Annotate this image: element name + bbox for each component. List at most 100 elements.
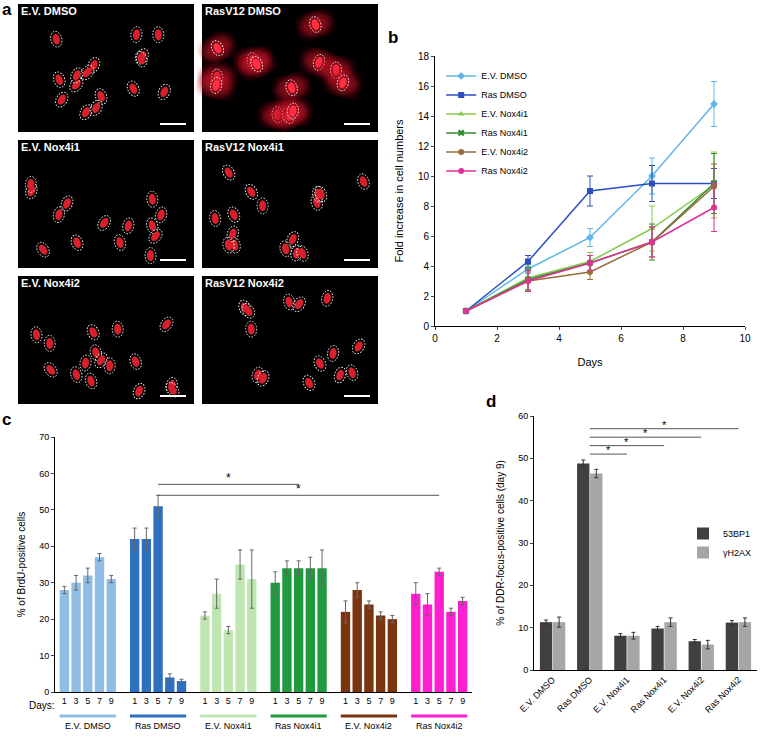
svg-text:3: 3 [284, 696, 289, 706]
svg-text:5: 5 [226, 696, 231, 706]
svg-text:2: 2 [423, 291, 429, 302]
svg-text:2: 2 [494, 333, 500, 344]
svg-text:Days:: Days: [29, 700, 55, 711]
svg-text:7: 7 [448, 696, 453, 706]
svg-text:Ras Nox4i1: Ras Nox4i1 [629, 675, 669, 715]
svg-text:60: 60 [39, 469, 49, 479]
svg-text:16: 16 [418, 81, 430, 92]
svg-text:1: 1 [202, 696, 207, 706]
svg-text:5: 5 [437, 696, 442, 706]
svg-text:18: 18 [418, 51, 430, 62]
html-text:d: d [486, 392, 497, 411]
svg-text:RasV12 Nox4i1: RasV12 Nox4i1 [205, 141, 284, 153]
svg-text:12: 12 [418, 141, 430, 152]
svg-text:5: 5 [296, 696, 301, 706]
svg-text:*: * [606, 444, 611, 456]
svg-text:0: 0 [432, 333, 438, 344]
svg-text:1: 1 [132, 696, 137, 706]
svg-text:50: 50 [518, 453, 528, 463]
svg-text:60: 60 [518, 411, 528, 421]
svg-text:4: 4 [556, 333, 562, 344]
svg-text:3: 3 [214, 696, 219, 706]
svg-text:Ras DMSO: Ras DMSO [481, 90, 527, 100]
svg-text:Days: Days [577, 356, 603, 368]
svg-text:*: * [662, 419, 667, 431]
svg-text:*: * [296, 482, 301, 496]
svg-text:*: * [226, 471, 231, 485]
svg-text:50: 50 [39, 505, 49, 515]
svg-text:% of DDR-focus-positive cells: % of DDR-focus-positive cells (day 9) [495, 460, 506, 626]
svg-text:Ras Nox4i2: Ras Nox4i2 [703, 675, 743, 715]
svg-text:9: 9 [390, 696, 395, 706]
svg-text:0: 0 [44, 687, 49, 697]
svg-text:E.V. Nox4i1: E.V. Nox4i1 [205, 721, 252, 731]
svg-text:8: 8 [423, 201, 429, 212]
svg-text:1: 1 [273, 696, 278, 706]
svg-text:E.V. DMSO: E.V. DMSO [518, 675, 557, 714]
svg-text:40: 40 [39, 541, 49, 551]
svg-text:3: 3 [74, 696, 79, 706]
svg-text:E.V. Nox4i2: E.V. Nox4i2 [21, 277, 80, 289]
svg-text:3: 3 [425, 696, 430, 706]
svg-text:53BP1: 53BP1 [723, 529, 750, 539]
svg-text:10: 10 [418, 171, 430, 182]
svg-text:Ras Nox4i2: Ras Nox4i2 [481, 166, 528, 176]
svg-text:7: 7 [238, 696, 243, 706]
svg-text:5: 5 [366, 696, 371, 706]
svg-text:9: 9 [179, 696, 184, 706]
svg-text:9: 9 [249, 696, 254, 706]
svg-text:γH2AX: γH2AX [723, 548, 751, 558]
svg-text:6: 6 [618, 333, 624, 344]
svg-text:30: 30 [518, 538, 528, 548]
svg-text:RasV12 DMSO: RasV12 DMSO [205, 5, 281, 17]
svg-text:30: 30 [39, 578, 49, 588]
svg-text:E.V. Nox4i1: E.V. Nox4i1 [481, 109, 528, 119]
svg-text:1: 1 [62, 696, 67, 706]
svg-text:Ras Nox4i1: Ras Nox4i1 [275, 721, 322, 731]
svg-text:6: 6 [423, 231, 429, 242]
svg-text:7: 7 [308, 696, 313, 706]
svg-text:0: 0 [423, 321, 429, 332]
svg-text:9: 9 [109, 696, 114, 706]
svg-text:1: 1 [413, 696, 418, 706]
svg-text:E.V. DMSO: E.V. DMSO [65, 721, 111, 731]
html-text:b: b [388, 28, 399, 47]
svg-text:E.V. Nox4i2: E.V. Nox4i2 [666, 675, 706, 715]
svg-text:9: 9 [320, 696, 325, 706]
svg-text:RasV12 Nox4i2: RasV12 Nox4i2 [205, 277, 284, 289]
svg-text:E.V. Nox4i2: E.V. Nox4i2 [481, 147, 528, 157]
svg-text:4: 4 [423, 261, 429, 272]
svg-text:E.V. DMSO: E.V. DMSO [481, 71, 527, 81]
svg-text:14: 14 [418, 111, 430, 122]
svg-text:Ras Nox4i1: Ras Nox4i1 [481, 128, 528, 138]
svg-text:Ras DMSO: Ras DMSO [555, 675, 594, 714]
svg-text:1: 1 [343, 696, 348, 706]
svg-text:E.V. DMSO: E.V. DMSO [21, 5, 77, 17]
svg-text:*: * [643, 427, 648, 439]
svg-text:7: 7 [97, 696, 102, 706]
svg-text:Fold increase in cell numbers: Fold increase in cell numbers [393, 119, 405, 263]
svg-text:10: 10 [518, 623, 528, 633]
svg-text:% of BrdU-positive cells: % of BrdU-positive cells [16, 512, 27, 618]
svg-text:20: 20 [518, 580, 528, 590]
svg-text:E.V. Nox4i2: E.V. Nox4i2 [345, 721, 392, 731]
svg-text:5: 5 [156, 696, 161, 706]
svg-text:40: 40 [518, 496, 528, 506]
svg-text:20: 20 [39, 614, 49, 624]
svg-text:9: 9 [460, 696, 465, 706]
svg-text:0: 0 [523, 665, 528, 675]
svg-text:10: 10 [739, 333, 751, 344]
svg-text:3: 3 [144, 696, 149, 706]
svg-text:Ras Nox4i2: Ras Nox4i2 [416, 721, 463, 731]
svg-text:Ras DMSO: Ras DMSO [135, 721, 181, 731]
svg-text:5: 5 [85, 696, 90, 706]
svg-text:E.V. Nox4i1: E.V. Nox4i1 [21, 141, 80, 153]
svg-text:7: 7 [167, 696, 172, 706]
svg-text:*: * [624, 436, 629, 448]
svg-text:3: 3 [355, 696, 360, 706]
svg-text:E.V. Nox4i1: E.V. Nox4i1 [591, 675, 631, 715]
svg-text:10: 10 [39, 651, 49, 661]
svg-text:70: 70 [39, 432, 49, 442]
svg-text:7: 7 [378, 696, 383, 706]
svg-text:8: 8 [680, 333, 686, 344]
